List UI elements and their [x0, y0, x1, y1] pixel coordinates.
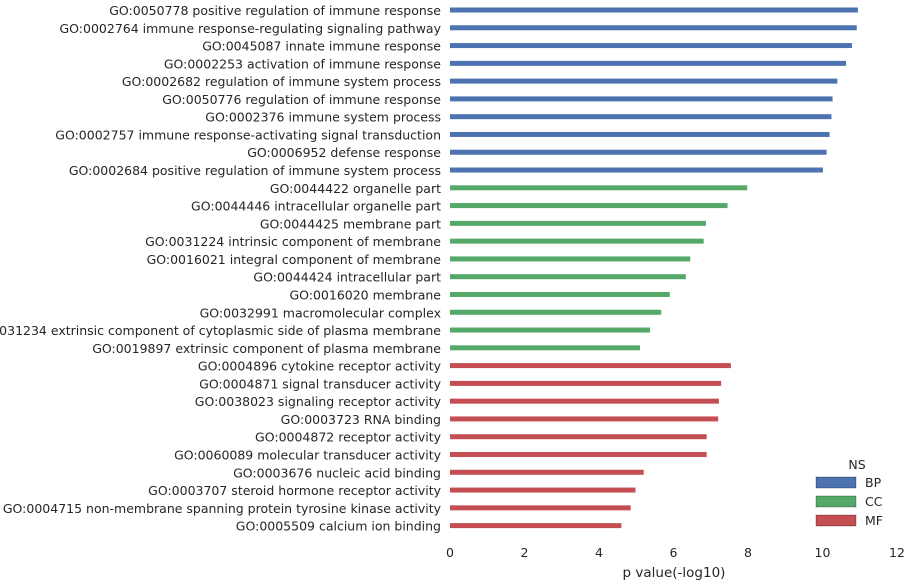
- bar: [450, 452, 707, 457]
- x-tick-label: 4: [595, 545, 603, 560]
- bar: [450, 380, 722, 386]
- bar: [450, 25, 857, 31]
- x-tick-label: 6: [670, 545, 678, 560]
- bar: [450, 523, 622, 529]
- category-labels: GO:0050778 positive regulation of immune…: [0, 3, 442, 534]
- x-tick-label: 8: [744, 545, 752, 560]
- legend-label-cc: CC: [865, 494, 883, 509]
- bar: [450, 78, 838, 84]
- category-label: GO:0003707 steroid hormone receptor acti…: [148, 483, 441, 498]
- category-label: GO:0004871 signal transducer activity: [199, 376, 441, 391]
- x-tick-label: 2: [521, 545, 529, 560]
- bar: [450, 434, 707, 440]
- category-label: GO:0038023 signaling receptor activity: [195, 394, 442, 409]
- bar: [450, 256, 691, 262]
- x-axis: 0 2 4 6 8 10 12: [446, 545, 905, 560]
- category-label: GO:0060089 molecular transducer activity: [174, 448, 442, 463]
- legend-title: NS: [848, 457, 865, 472]
- category-label: GO:0003676 nucleic acid binding: [233, 465, 441, 480]
- category-label: GO:0004872 receptor activity: [255, 430, 442, 445]
- x-tick-label: 0: [446, 545, 454, 560]
- category-label: GO:0016021 integral component of membran…: [147, 252, 442, 267]
- category-label: GO:0002684 positive regulation of immune…: [69, 163, 441, 178]
- category-label: GO:0004715 non-membrane spanning protein…: [3, 501, 442, 516]
- bar: [450, 149, 827, 155]
- category-label: GO:0050776 regulation of immune response: [162, 92, 441, 107]
- bar: [450, 416, 719, 422]
- bar: [450, 96, 833, 102]
- category-label: GO:0044422 organelle part: [270, 181, 441, 196]
- bar: [450, 363, 731, 369]
- category-label: GO:0002376 immune system process: [205, 110, 441, 125]
- bar: [450, 309, 662, 315]
- category-label: GO:0004896 cytokine receptor activity: [198, 359, 442, 374]
- bar: [450, 398, 719, 404]
- legend-swatch-cc: [815, 495, 857, 508]
- legend-label-mf: MF: [865, 513, 883, 528]
- bar: [450, 487, 636, 493]
- category-label: GO:0031224 intrinsic component of membra…: [145, 234, 441, 249]
- category-label: GO:0002682 regulation of immune system p…: [122, 74, 441, 89]
- legend-label-bp: BP: [865, 475, 882, 490]
- category-label: GO:0016020 membrane: [289, 287, 441, 302]
- bar: [450, 131, 830, 137]
- bars-layer: [450, 7, 858, 529]
- category-label: GO:0050778 positive regulation of immune…: [109, 3, 441, 18]
- category-label: GO:0044425 membrane part: [260, 216, 441, 231]
- category-label: GO:0045087 innate immune response: [202, 39, 441, 54]
- category-label: GO:0002757 immune response-activating si…: [55, 127, 441, 142]
- bar: [450, 291, 670, 297]
- bar: [450, 274, 686, 280]
- bar: [450, 203, 728, 209]
- category-label: GO:0032991 macromolecular complex: [200, 305, 441, 320]
- legend-swatch-mf: [815, 514, 857, 527]
- category-label: GO:0005509 calcium ion binding: [236, 519, 441, 534]
- category-label: GO:0031234 extrinsic component of cytopl…: [0, 323, 441, 338]
- bar: [450, 469, 644, 475]
- bar: [450, 220, 706, 226]
- category-label: GO:0019897 extrinsic component of plasma…: [92, 341, 441, 356]
- bar: [450, 114, 832, 120]
- x-tick-label: 10: [815, 545, 831, 560]
- category-label: GO:0003723 RNA binding: [281, 412, 441, 427]
- x-axis-label: p value(-log10): [623, 565, 726, 581]
- bar: [450, 238, 704, 244]
- bar: [450, 185, 748, 191]
- bar: [450, 60, 846, 66]
- bar: [450, 345, 640, 351]
- category-label: GO:0006952 defense response: [247, 145, 441, 160]
- bar: [450, 7, 858, 13]
- category-label: GO:0044424 intracellular part: [253, 270, 441, 285]
- bar: [450, 327, 651, 333]
- bar: [450, 167, 823, 173]
- category-label: GO:0044446 intracellular organelle part: [191, 199, 441, 214]
- bar: [450, 505, 631, 511]
- category-label: GO:0002253 activation of immune response: [164, 56, 441, 71]
- x-tick-label: 12: [889, 545, 905, 560]
- legend-swatch-bp: [815, 476, 857, 489]
- category-label: GO:0002764 immune response-regulating si…: [59, 21, 441, 36]
- bar: [450, 43, 852, 49]
